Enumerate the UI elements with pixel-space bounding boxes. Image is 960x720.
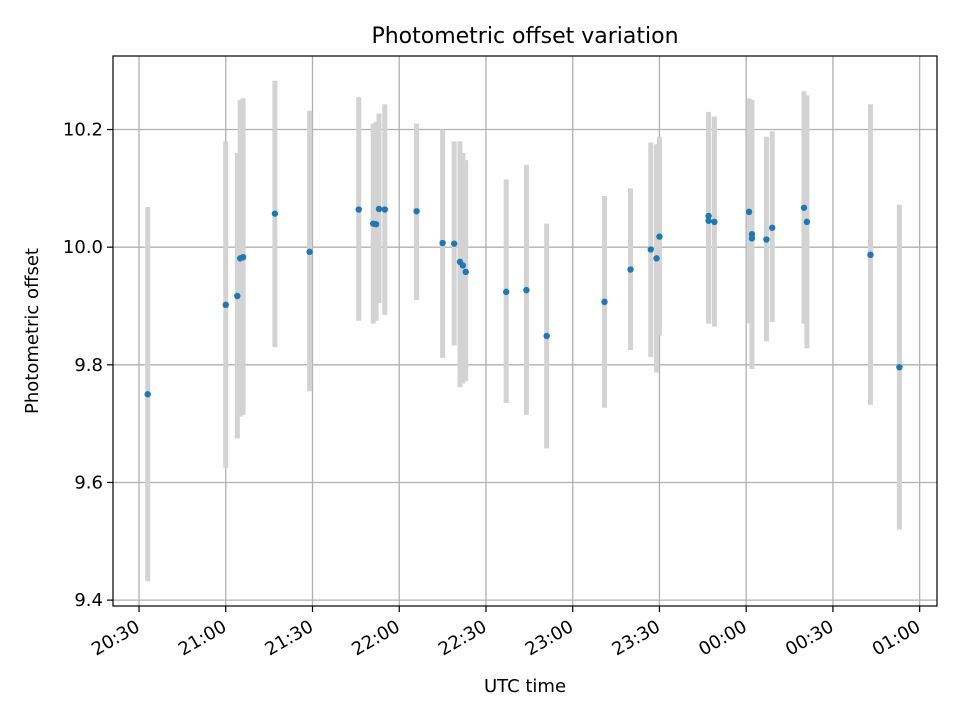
y-tick-label: 9.6 <box>74 472 103 493</box>
data-point <box>601 298 608 306</box>
y-axis-ticks: 9.4 9.6 9.8 10.0 10.2 <box>63 120 113 611</box>
data-point <box>543 332 550 340</box>
data-point <box>239 253 247 261</box>
data-point <box>450 240 458 247</box>
data-point <box>413 208 420 215</box>
data-point <box>800 204 808 211</box>
data-point <box>656 233 663 240</box>
y-tick-label: 10.2 <box>63 120 103 141</box>
y-tick-label: 9.4 <box>74 590 103 611</box>
data-point <box>222 301 229 309</box>
data-points <box>144 204 903 398</box>
data-point <box>803 218 811 226</box>
data-point <box>705 217 712 224</box>
x-axis-label: UTC time <box>484 676 566 697</box>
data-point <box>745 208 753 216</box>
data-point <box>462 268 469 276</box>
data-point <box>769 224 776 231</box>
data-point <box>234 292 241 300</box>
data-point <box>375 205 383 213</box>
y-tick-label: 10.0 <box>63 237 103 258</box>
data-point <box>705 212 712 220</box>
plot-frame <box>112 55 938 607</box>
data-point <box>896 363 903 371</box>
y-tick-label: 9.8 <box>74 355 103 376</box>
data-point <box>381 206 388 213</box>
data-point <box>271 210 279 217</box>
data-point <box>523 286 530 294</box>
y-axis-label: Photometric offset <box>22 248 43 414</box>
data-point <box>748 235 756 242</box>
data-point <box>647 246 654 253</box>
data-point <box>355 206 362 213</box>
chart-title: Photometric offset variation <box>371 24 678 49</box>
data-point <box>144 391 151 398</box>
data-point <box>711 218 718 226</box>
data-point <box>306 248 313 256</box>
data-point <box>653 255 660 262</box>
data-point <box>439 239 446 247</box>
data-point <box>459 262 467 269</box>
data-point <box>867 251 874 259</box>
data-point <box>372 221 380 228</box>
data-point <box>503 288 510 296</box>
data-point <box>763 236 770 243</box>
data-point <box>627 266 634 273</box>
